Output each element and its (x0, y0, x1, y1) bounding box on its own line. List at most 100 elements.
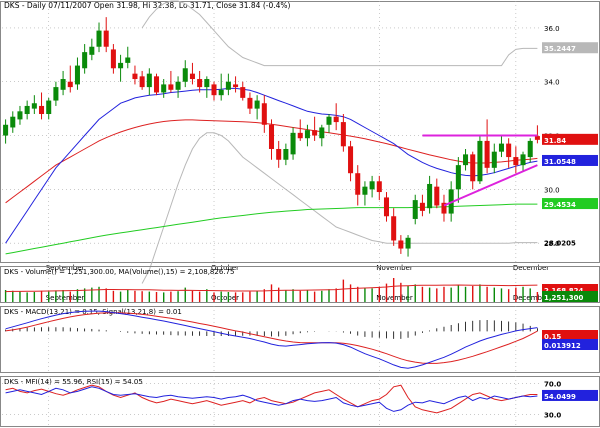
candle-body (304, 130, 310, 139)
candle-body (17, 111, 23, 120)
candle-body (204, 79, 210, 88)
candle-body (268, 124, 275, 149)
candle-body (398, 240, 404, 249)
trendline (443, 164, 538, 207)
ma-fast-line (5, 87, 538, 244)
candle-body (46, 100, 52, 115)
price-value-label: 35.2447 (544, 45, 576, 53)
candle-body (153, 76, 160, 93)
candle-body (391, 216, 397, 241)
candle-body (405, 237, 411, 249)
candle-body (369, 181, 375, 190)
candle-body (441, 202, 447, 214)
price-value-box (542, 198, 598, 210)
macd-line (5, 310, 538, 369)
price-y-tick: 28.0 (544, 240, 560, 248)
macd-value-label: 0.15 (544, 333, 561, 341)
candle-body (534, 136, 540, 140)
volume-header: DKS - Volume() = 1,251,300.00, MA(Volume… (4, 268, 234, 276)
price-y-tick: 30.0 (544, 186, 560, 194)
candle-body (513, 157, 519, 166)
candle-body (290, 132, 296, 155)
candle-body (491, 151, 497, 168)
candle-body (189, 73, 195, 80)
candle-body (211, 84, 217, 96)
candle-body (312, 130, 318, 136)
candle-body (139, 76, 145, 88)
candle-body (383, 197, 390, 217)
candle-body (67, 81, 73, 88)
mfi-line (5, 384, 538, 414)
rsi-line (5, 386, 538, 412)
macd-panel: DKS - MACD(13,21) = 0.15, Signal(13,21,8… (0, 306, 600, 373)
candle-body (74, 65, 80, 85)
price-value-box (542, 133, 598, 145)
volume-value-box (542, 284, 598, 295)
candle-body (326, 116, 332, 125)
price-panel: 36.034.032.030.028.0SeptemberOctoberNove… (0, 0, 600, 284)
mfi-rsi-value-label: 54.0499 (544, 393, 576, 401)
candle-body (10, 116, 16, 128)
volume-panel: DKS - Volume() = 1,251,300.00, MA(Volume… (0, 266, 600, 303)
candle-body (103, 30, 109, 47)
candle-body (484, 140, 490, 168)
price-value-label: 31.84 (544, 137, 566, 145)
candle-body (355, 173, 361, 195)
candle-body (24, 105, 30, 115)
candle-body (362, 186, 368, 195)
macd-value-box (542, 339, 598, 350)
candle-body (161, 84, 167, 93)
candle-body (96, 30, 102, 47)
candle-body (498, 143, 504, 152)
candle-body (412, 200, 418, 219)
candle-body (233, 84, 239, 88)
mfi-rsi-value-box (542, 389, 598, 401)
candle-body (261, 103, 267, 125)
macd-value-box (542, 330, 598, 341)
candle-body (175, 81, 181, 90)
candle-body (477, 140, 483, 182)
candle-body (470, 154, 476, 182)
candle-body (419, 202, 425, 211)
candle-body (276, 148, 282, 160)
candle-body (82, 52, 88, 69)
candle-body (146, 73, 152, 88)
candle-body (31, 103, 37, 109)
candle-body (168, 84, 174, 90)
price-month-label: September (46, 264, 85, 272)
candle-body (333, 116, 339, 123)
candle-body (182, 68, 188, 82)
price-value-label: 29.4534 (544, 201, 576, 209)
candle-body (283, 148, 289, 160)
price-panel-header: DKS - Daily 07/11/2007 Open 31.98, Hi 32… (4, 1, 291, 10)
price-value-label: 28.0205 (544, 240, 576, 248)
candle-body (455, 165, 461, 190)
candle-body (520, 154, 526, 166)
candle-body (118, 62, 124, 69)
candle-body (225, 81, 231, 90)
candle-body (527, 140, 533, 158)
mfi-rsi-header: DKS - MFI(14) = 55.96, RSI(15) = 54.05 (4, 378, 143, 386)
price-y-tick: 36.0 (544, 25, 560, 33)
candle-body (132, 73, 138, 80)
macd-value-label: 0.013912 (544, 342, 581, 350)
candle-body (427, 183, 433, 209)
candle-body (434, 186, 440, 206)
volume-value-label: 1,251,300 (544, 294, 584, 302)
candle-body (319, 127, 325, 139)
upper-bollinger-band (141, 0, 538, 67)
volume-value-box (542, 291, 598, 302)
candle-body (348, 146, 354, 174)
candle-body (506, 143, 512, 158)
candle-body (218, 89, 224, 96)
candle-body (240, 87, 246, 98)
volume-month-label: November (376, 294, 413, 302)
price-y-tick: 34.0 (544, 79, 560, 87)
candle-body (297, 132, 303, 139)
price-value-box (542, 42, 598, 54)
macd-header: DKS - MACD(13,21) = 0.15, Signal(13,21,8… (4, 308, 182, 316)
volume-month-label: September (46, 294, 85, 302)
candle-body (247, 97, 253, 109)
volume-month-label: October (211, 294, 239, 302)
